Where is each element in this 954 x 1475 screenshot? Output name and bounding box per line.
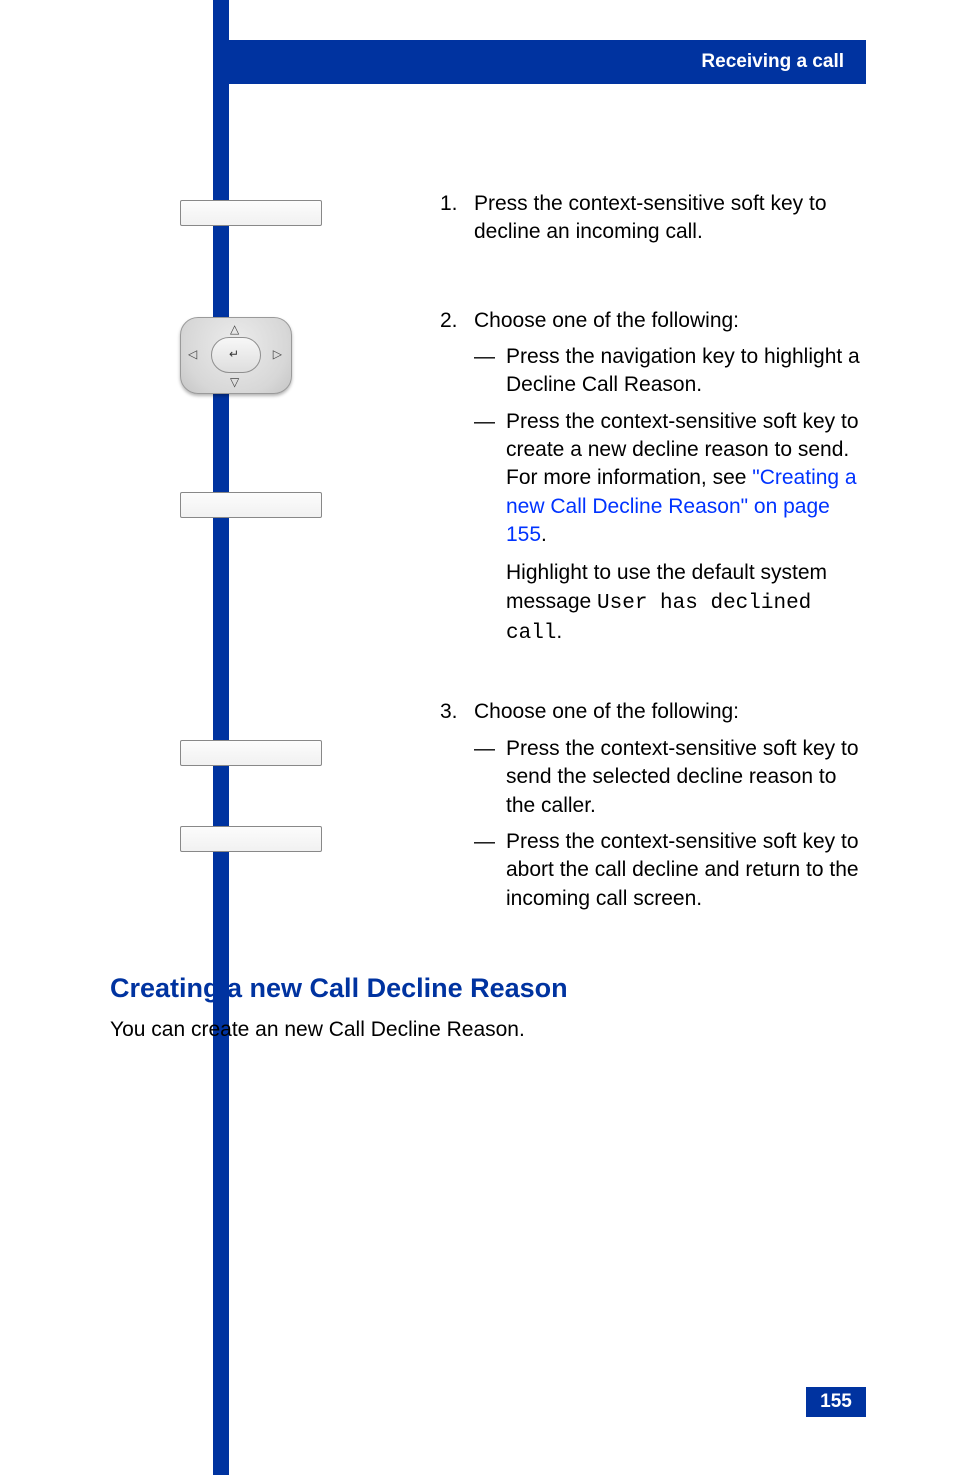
step-2a-dash: — — [474, 343, 506, 400]
step-2a-before: Press the — [506, 345, 601, 368]
step-3b-dash: — — [474, 828, 506, 913]
step-3a: — Press the context-sensitive soft key t… — [474, 735, 866, 820]
step-2a: — Press the navigation key to highlight … — [474, 343, 866, 400]
step-2-note: Highlight to use the default system mess… — [474, 559, 866, 648]
softkey-abort — [180, 826, 322, 852]
softkey-new-reason — [180, 492, 322, 518]
page-number: 155 — [806, 1387, 866, 1417]
step-3-number: 3. — [440, 698, 474, 912]
step-3-text: 3. Choose one of the following: — Press … — [440, 698, 866, 932]
note-after: . — [556, 620, 562, 643]
nav-down-icon: ▽ — [230, 375, 239, 389]
step-2b: — Press the context-sensitive soft key t… — [474, 408, 866, 550]
page-number-text: 155 — [820, 1391, 852, 1413]
step-3a-dash: — — [474, 735, 506, 820]
header-title: Receiving a call — [701, 51, 844, 73]
nav-enter-icon: ↵ — [229, 347, 239, 361]
step-1-number: 1. — [440, 190, 474, 247]
step-1-text: 1. Press the context-sensitive soft key … — [440, 190, 866, 267]
step-3-icon-col — [110, 698, 440, 852]
note-before: Highlight — [506, 561, 594, 584]
step-2-text: 2. Choose one of the following: — Press … — [440, 307, 866, 669]
step-2-number: 2. — [440, 307, 474, 649]
step-1-before: Press the — [474, 192, 569, 215]
step-2b-dash: — — [474, 408, 506, 550]
softkey-send — [180, 740, 322, 766]
step-1-row: 1. Press the context-sensitive soft key … — [110, 190, 866, 267]
step-3-intro: Choose one of the following: — [474, 698, 866, 726]
navigation-key-icon: ↵ △ ▽ ◁ ▷ — [180, 317, 290, 392]
step-2-intro: Choose one of the following: — [474, 307, 866, 335]
step-1-body: Press the context-sensitive soft key to … — [474, 190, 866, 247]
header-bar: Receiving a call — [229, 40, 866, 84]
step-2b-after: . — [541, 523, 547, 546]
step-3-row: 3. Choose one of the following: — Press … — [110, 698, 866, 932]
section-heading: Creating a new Call Decline Reason — [110, 973, 866, 1004]
step-2-icon-col: ↵ △ ▽ ◁ ▷ — [110, 307, 440, 518]
nav-up-icon: △ — [230, 322, 239, 336]
step-2b-before: Press the — [506, 410, 601, 433]
step-3b: — Press the context-sensitive soft key t… — [474, 828, 866, 913]
nav-right-icon: ▷ — [273, 347, 282, 361]
step-2-row: ↵ △ ▽ ◁ ▷ 2. Choose one of the following… — [110, 307, 866, 669]
step-3b-before: Press the — [506, 830, 601, 853]
content-area: 1. Press the context-sensitive soft key … — [110, 190, 866, 1345]
nav-left-icon: ◁ — [188, 347, 197, 361]
softkey-decline — [180, 200, 322, 226]
section-paragraph: You can create an new Call Decline Reaso… — [110, 1016, 866, 1044]
step-1-icon-col — [110, 190, 440, 226]
page: Receiving a call 1. Press the context-se… — [0, 0, 954, 1475]
step-3a-before: Press the — [506, 737, 601, 760]
